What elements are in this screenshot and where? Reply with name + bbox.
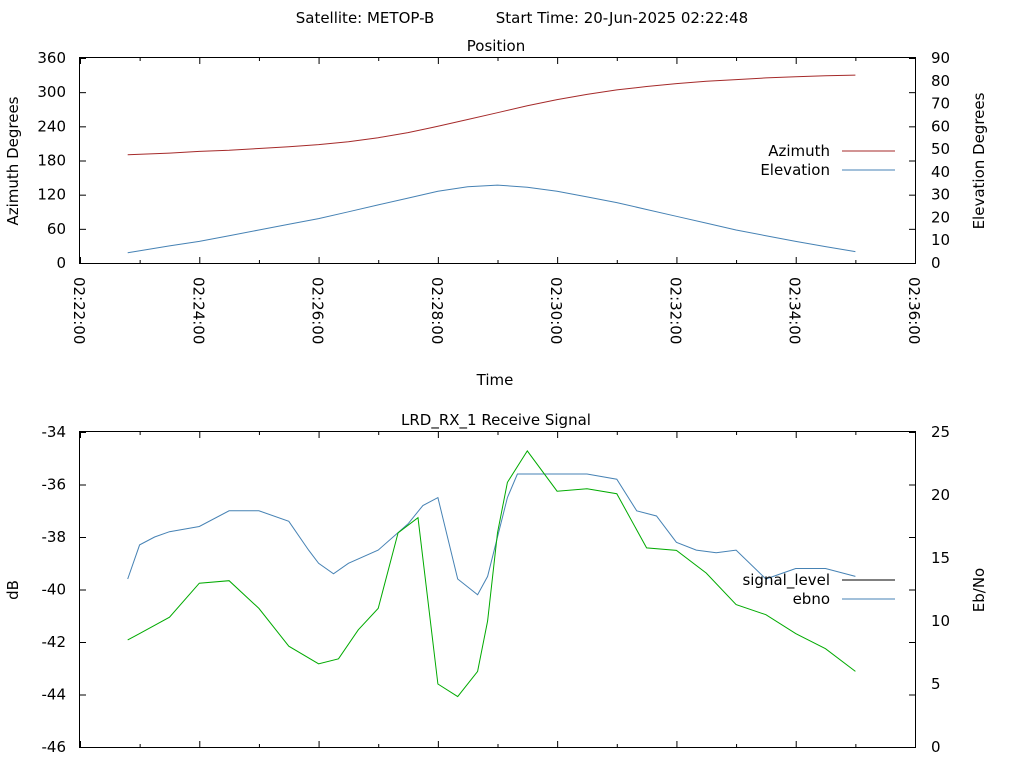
position-x-tick-label: 02:32:00	[666, 277, 684, 344]
signal-y2-axis-label: Eb/No	[970, 568, 988, 612]
position-chart: Position 0 60 120 180 240 300 360 0 10 20 30 40 50 60…	[4, 37, 988, 389]
signal-y2-tick-label: 15	[931, 549, 950, 567]
position-series-azimuth-line	[127, 74, 856, 156]
position-series-elevation-line	[127, 184, 856, 254]
position-y2-tick-label: 0	[931, 254, 941, 272]
legend-elevation-label: Elevation	[760, 161, 830, 179]
signal-y-tick-label: -40	[42, 581, 67, 599]
position-y-tick-label: 180	[37, 152, 66, 170]
signal-series-signal-level-line	[127, 473, 856, 596]
legend-ebno-label: ebno	[793, 590, 830, 608]
signal-y-tick-label: -42	[42, 633, 67, 651]
position-y-tick-label: 0	[56, 254, 66, 272]
legend-signal-level-label: signal_level	[742, 571, 830, 590]
position-y2-tick-label: 40	[931, 163, 950, 181]
position-y2-tick-label: 90	[931, 49, 950, 67]
signal-y-axis-label: dB	[4, 580, 22, 600]
position-x-tick-label: 02:24:00	[189, 277, 207, 344]
signal-y2-tick-label: 0	[931, 738, 941, 756]
position-y-tick-label: 60	[47, 220, 66, 238]
position-x-tick-label: 02:30:00	[547, 277, 565, 344]
position-y2-tick-label: 50	[931, 140, 950, 158]
position-y2-tick-label: 20	[931, 208, 950, 226]
position-x-tick-label: 02:26:00	[309, 277, 327, 344]
start-time-label: Start Time: 20-Jun-2025 02:22:48	[496, 9, 748, 27]
position-x-tick-label: 02:36:00	[905, 277, 923, 344]
position-legend: Azimuth Elevation	[760, 142, 895, 179]
position-y2-tick-label: 80	[931, 72, 950, 90]
signal-y-tick-label: -34	[42, 423, 67, 441]
satellite-label: Satellite: METOP-B	[296, 9, 435, 27]
signal-y2-tick-label: 20	[931, 486, 950, 504]
signal-chart-title: LRD_RX_1 Receive Signal	[401, 411, 591, 430]
signal-chart: LRD_RX_1 Receive Signal -34-36-38-40-42-…	[4, 411, 988, 756]
position-y2-tick-label: 70	[931, 95, 950, 113]
position-y-tick-label: 300	[37, 83, 66, 101]
signal-y2-tick-label: 5	[931, 675, 941, 693]
position-x-tick-label: 02:22:00	[70, 277, 88, 344]
signal-y-tick-label: -36	[42, 476, 67, 494]
position-y-tick-label: 120	[37, 186, 66, 204]
position-y-tick-label: 360	[37, 49, 66, 67]
signal-y-tick-label: -38	[42, 528, 67, 546]
signal-series	[127, 450, 856, 698]
signal-plot-frame	[79, 431, 916, 748]
position-chart-title: Position	[467, 37, 525, 55]
position-x-tick-label: 02:34:00	[786, 277, 804, 344]
signal-legend: signal_level ebno	[742, 571, 895, 608]
position-axis-ticks: 0 60 120 180 240 300 360 0 10 20 30 40 50 60 70 80 90 02:…	[37, 49, 950, 344]
signal-y2-tick-label: 10	[931, 612, 950, 630]
signal-y-tick-label: -46	[42, 738, 67, 756]
position-series	[127, 74, 856, 254]
signal-axis-ticks: -34 -36 -38 -40 -42 -44 -46 0 5 10 15 20 25	[42, 423, 951, 756]
position-y2-tick-label: 60	[931, 117, 950, 135]
signal-y-tick-label: -44	[42, 686, 67, 704]
position-y-tick-label: 240	[37, 117, 66, 135]
position-x-tick-label: 02:28:00	[428, 277, 446, 344]
legend-azimuth-label: Azimuth	[768, 142, 830, 160]
signal-y2-tick-label: 25	[931, 423, 950, 441]
position-y-axis-label: Azimuth Degrees	[4, 96, 22, 225]
signal-series-ebno-line	[127, 450, 856, 698]
position-plot-frame	[79, 57, 916, 264]
position-y2-tick-label: 10	[931, 231, 950, 249]
position-y2-tick-label: 30	[931, 186, 950, 204]
position-y2-axis-label: Elevation Degrees	[970, 92, 988, 229]
position-x-axis-label: Time	[476, 371, 514, 389]
